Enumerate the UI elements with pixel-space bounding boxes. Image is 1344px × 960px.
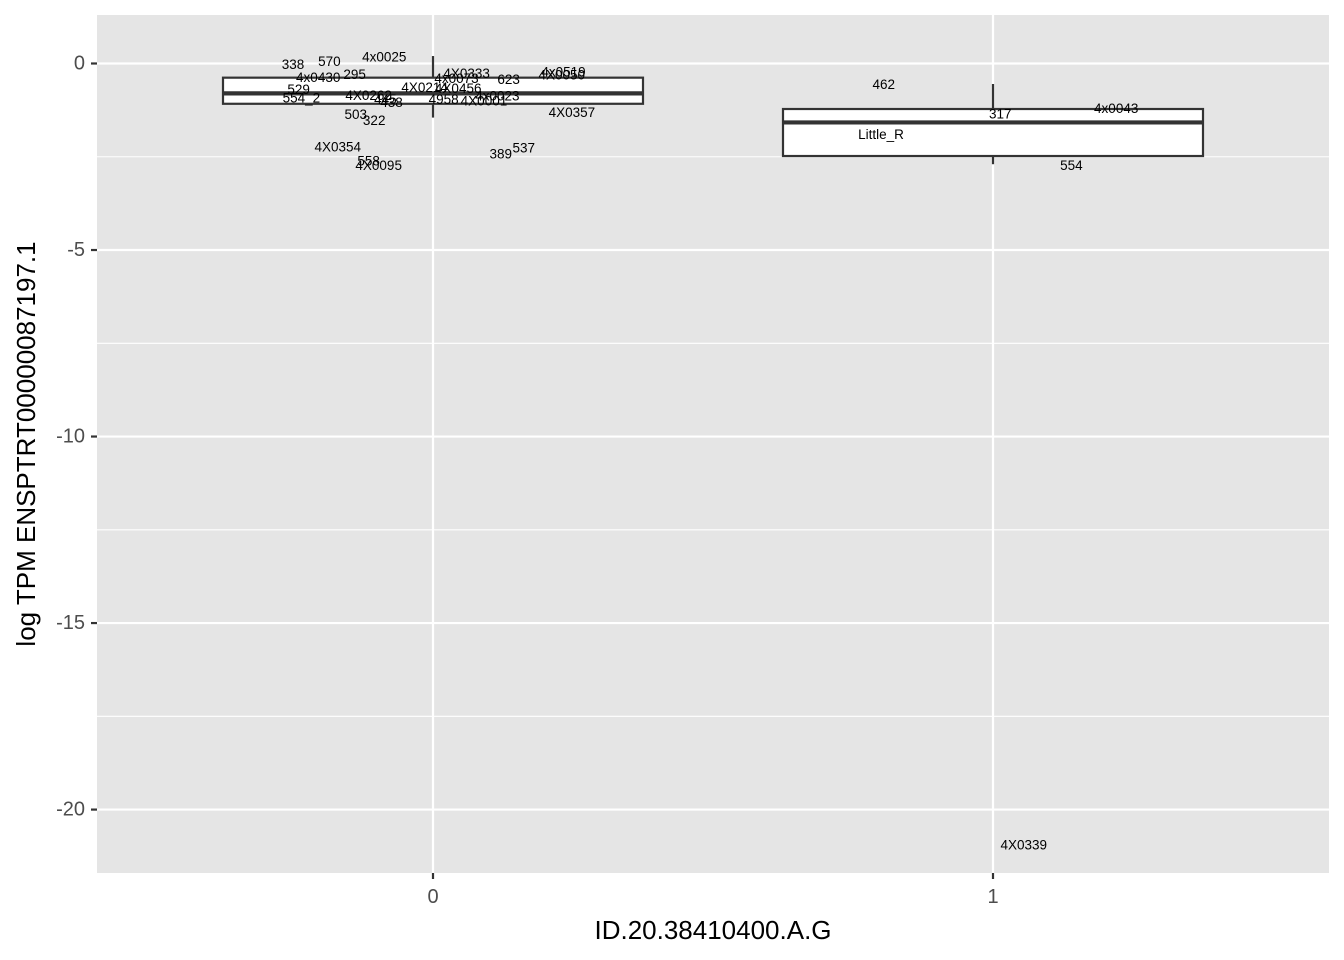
point-label: 445: [374, 92, 397, 107]
y-axis: 0 -5 -10 -15 -20: [56, 52, 97, 821]
point-label: 322: [363, 113, 386, 128]
point-label: 623: [497, 72, 520, 87]
point-label: 570: [318, 54, 341, 69]
point-label: Little_R: [858, 127, 904, 142]
boxes: [221, 56, 1205, 165]
point-label: 4X0354: [315, 140, 362, 155]
point-label: 4x0519: [541, 65, 585, 80]
box-iqr: [781, 107, 1205, 158]
point-label: 4X0456: [435, 81, 482, 96]
point-label: 438: [380, 95, 403, 110]
box-0: [221, 56, 645, 118]
point-label: 558: [357, 154, 380, 169]
plot-panel: [97, 15, 1329, 873]
point-label: 338: [282, 57, 305, 72]
point-label: 317: [989, 107, 1012, 122]
point-label: 4X0214: [401, 80, 448, 95]
point-label: 529: [287, 82, 310, 97]
y-tick-label: -15: [56, 612, 85, 634]
point-label: 4x0023: [475, 88, 519, 103]
box-iqr: [221, 76, 645, 105]
x-axis-title: ID.20.38410400.A.G: [594, 915, 831, 945]
point-label: 4X0001: [461, 93, 508, 108]
point-label: 4x0025: [362, 49, 406, 64]
point-label: 537: [512, 141, 535, 156]
point-label: 4958: [429, 92, 459, 107]
y-tick-label: -5: [67, 239, 85, 261]
x-tick-label: 1: [987, 886, 998, 908]
point-label: 4X0339: [1001, 838, 1048, 853]
point-label: 4x0043: [1094, 101, 1138, 116]
box-1: [781, 84, 1205, 165]
y-tick-label: -10: [56, 426, 85, 448]
x-tick-label: 0: [427, 886, 438, 908]
point-label: 554_2: [283, 90, 321, 105]
y-tick-label: 0: [74, 52, 85, 74]
point-label: 4X0357: [549, 105, 596, 120]
point-label: 4x0430: [296, 70, 340, 85]
point-label: 4X0262: [345, 88, 392, 103]
point-label: 4X0095: [355, 158, 402, 173]
y-axis-title: log TPM ENSPTRT00000087197.1: [11, 241, 41, 646]
point-label: 462: [873, 77, 896, 92]
y-tick-label: -20: [56, 799, 85, 821]
point-label: 503: [344, 107, 367, 122]
point-label: 4X0050: [539, 68, 586, 83]
point-label: 4x0073: [434, 71, 478, 86]
point-label: 295: [343, 67, 366, 82]
point-label: 554: [1060, 158, 1083, 173]
point-label: 4X0333: [443, 66, 490, 81]
point-label: 389: [489, 147, 512, 162]
